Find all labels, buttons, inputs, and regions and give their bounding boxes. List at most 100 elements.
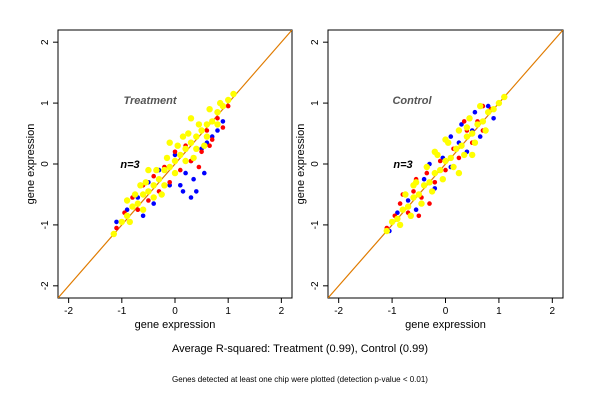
treatment-point-red <box>209 137 215 142</box>
control-point-blue <box>459 122 464 127</box>
treatment-point-yellow <box>193 145 200 152</box>
treatment-point-yellow <box>153 166 160 174</box>
treatment-point-yellow <box>139 206 147 213</box>
treatment-point-yellow <box>166 163 173 171</box>
control-point-yellow <box>479 118 487 125</box>
treatment-point-blue <box>194 189 199 194</box>
treatment-point-yellow <box>142 179 149 186</box>
control-x-tick-label: 1 <box>496 306 502 317</box>
control-point-blue <box>491 116 496 121</box>
treatment-point-yellow <box>139 191 147 198</box>
treatment-x-tick-label: 1 <box>225 306 231 317</box>
treatment-point-red <box>114 225 119 231</box>
treatment-point-yellow <box>158 191 165 198</box>
treatment-series-yellow <box>110 90 237 238</box>
treatment-point-yellow <box>174 142 181 149</box>
control-point-yellow <box>418 200 425 207</box>
control-point-yellow <box>447 154 454 162</box>
control-point-yellow <box>423 163 430 171</box>
control-point-red <box>432 180 438 185</box>
treatment-point-yellow <box>214 109 221 116</box>
treatment-point-blue <box>220 119 226 124</box>
treatment-point-yellow <box>145 166 152 174</box>
treatment-point-red <box>151 173 156 179</box>
treatment-point-yellow <box>182 145 189 152</box>
treatment-point-blue <box>202 170 207 176</box>
treatment-point-yellow <box>150 182 157 189</box>
control-point-yellow <box>407 212 414 219</box>
control-point-red <box>427 201 432 206</box>
treatment-x-axis-label: gene expression <box>135 319 216 331</box>
control-y-tick-label: -2 <box>310 281 321 290</box>
treatment-point-yellow <box>118 218 126 226</box>
treatment-point-blue <box>188 195 194 200</box>
treatment-y-tick-label: 1 <box>40 100 51 106</box>
control-point-blue <box>405 198 411 203</box>
treatment-point-yellow <box>203 121 211 128</box>
control-y-tick-label: 2 <box>310 39 321 45</box>
treatment-x-tick-label: -2 <box>64 306 73 317</box>
treatment-point-yellow <box>198 127 205 134</box>
treatment-point-yellow <box>163 154 171 162</box>
treatment-point-yellow <box>110 230 118 238</box>
control-point-yellow <box>495 99 503 107</box>
control-point-blue <box>448 134 454 139</box>
control-point-red <box>437 158 443 164</box>
control-point-blue <box>421 176 427 182</box>
treatment-point-blue <box>140 213 146 219</box>
treatment-point-yellow <box>185 130 192 137</box>
treatment-point-yellow <box>129 203 136 210</box>
treatment-point-red <box>167 180 172 185</box>
control-point-yellow <box>442 157 449 165</box>
control-point-red <box>397 201 403 206</box>
control-point-yellow <box>455 127 463 134</box>
control-point-yellow <box>431 148 438 155</box>
control-point-blue <box>477 134 483 139</box>
treatment-point-red <box>196 164 202 170</box>
control-point-red <box>411 189 416 194</box>
treatment-point-blue <box>178 183 183 188</box>
control-point-yellow <box>388 218 396 226</box>
treatment-panel: -2 -1 0 1 2 -2 -1 0 1 2 gene expression gene expres… <box>25 29 293 331</box>
treatment-point-yellow <box>123 212 131 219</box>
control-point-yellow <box>469 151 476 159</box>
treatment-point-yellow <box>171 169 179 177</box>
control-point-yellow <box>415 191 422 198</box>
control-point-yellow <box>431 169 438 177</box>
control-x-tick-label: 2 <box>550 306 556 317</box>
control-point-yellow <box>394 215 401 222</box>
treatment-point-yellow <box>214 121 221 128</box>
control-y-axis-label: gene expression <box>295 124 307 205</box>
control-point-red <box>424 170 430 176</box>
control-point-yellow <box>396 221 404 229</box>
treatment-point-yellow <box>171 157 179 165</box>
control-point-yellow <box>455 169 463 177</box>
control-point-yellow <box>453 145 460 152</box>
treatment-point-red <box>172 149 178 155</box>
control-point-red <box>461 119 467 124</box>
treatment-point-red <box>135 207 141 212</box>
control-point-yellow <box>428 188 436 195</box>
treatment-point-yellow <box>123 197 131 204</box>
control-point-yellow <box>474 121 481 128</box>
control-point-blue <box>413 207 419 212</box>
treatment-x-tick-label: 0 <box>172 306 178 317</box>
control-point-yellow <box>437 166 444 174</box>
treatment-x-tick-label: -1 <box>117 306 126 317</box>
treatment-point-yellow <box>177 151 184 159</box>
treatment-point-red <box>199 149 204 155</box>
control-sample-count: n=3 <box>393 159 412 171</box>
treatment-point-yellow <box>187 139 195 146</box>
treatment-point-yellow <box>179 133 187 140</box>
treatment-point-blue <box>180 189 186 194</box>
treatment-point-yellow <box>209 118 216 125</box>
control-point-red <box>416 213 422 219</box>
control-point-yellow <box>404 203 412 210</box>
control-point-yellow <box>471 139 479 146</box>
treatment-point-red <box>215 116 220 121</box>
treatment-y-tick-label: -1 <box>40 220 51 229</box>
control-point-yellow <box>442 136 449 143</box>
control-point-yellow <box>490 106 497 113</box>
treatment-y-tick-label: 2 <box>40 39 51 45</box>
